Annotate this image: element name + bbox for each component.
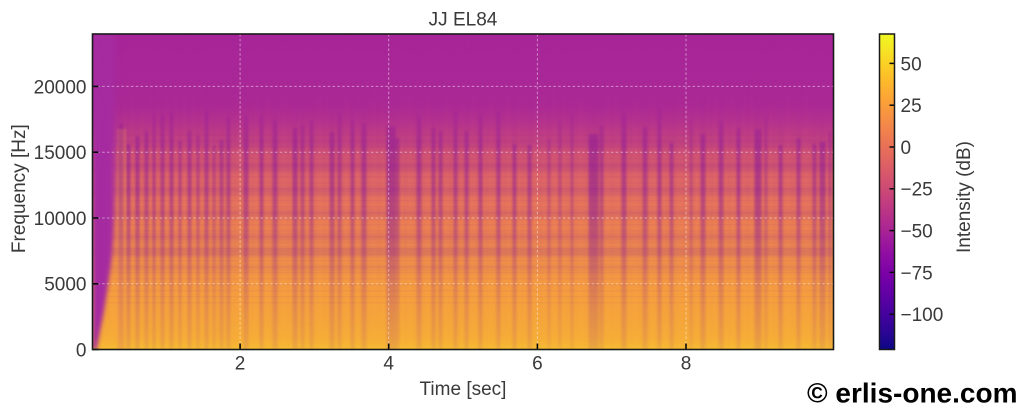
svg-text:0: 0 [76, 340, 87, 361]
svg-text:Time [sec]: Time [sec] [420, 379, 507, 400]
svg-text:20000: 20000 [34, 77, 87, 98]
svg-text:5000: 5000 [44, 275, 86, 296]
svg-text:8: 8 [681, 354, 692, 375]
svg-text:25: 25 [901, 96, 922, 117]
svg-text:15000: 15000 [34, 143, 87, 164]
svg-text:10000: 10000 [34, 209, 87, 230]
svg-text:JJ EL84: JJ EL84 [429, 10, 498, 31]
svg-text:Intensity (dB): Intensity (dB) [954, 141, 975, 253]
svg-text:6: 6 [532, 354, 543, 375]
svg-text:0: 0 [901, 138, 912, 159]
svg-text:Frequency [Hz]: Frequency [Hz] [9, 124, 30, 253]
svg-text:4: 4 [383, 354, 394, 375]
svg-text:−100: −100 [901, 305, 944, 326]
svg-text:−25: −25 [901, 180, 933, 201]
svg-text:50: 50 [901, 54, 922, 75]
svg-text:© erlis-one.com: © erlis-one.com [807, 378, 1017, 409]
svg-text:−75: −75 [901, 263, 933, 284]
svg-text:2: 2 [235, 354, 246, 375]
svg-text:−50: −50 [901, 222, 933, 243]
